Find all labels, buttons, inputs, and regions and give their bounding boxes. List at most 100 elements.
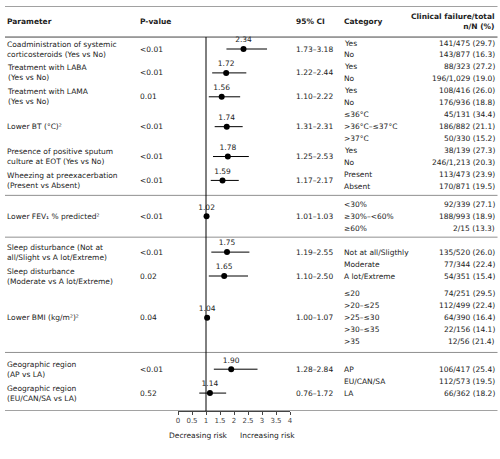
svg-text:Present: Present bbox=[344, 170, 372, 179]
svg-text:92/339 (27.1): 92/339 (27.1) bbox=[444, 200, 495, 209]
svg-text:1.14: 1.14 bbox=[202, 379, 219, 388]
svg-text:Treatment with LABA(Yes vs No): Treatment with LABA(Yes vs No) bbox=[7, 63, 87, 82]
svg-text:1.73–3.18: 1.73–3.18 bbox=[296, 45, 333, 54]
svg-text:1.75: 1.75 bbox=[219, 238, 236, 247]
svg-text:Moderate: Moderate bbox=[344, 260, 380, 269]
svg-text:3.5: 3.5 bbox=[270, 417, 281, 425]
svg-text:112/499 (22.4): 112/499 (22.4) bbox=[439, 301, 495, 310]
svg-text:1.74: 1.74 bbox=[218, 113, 235, 122]
svg-text:170/871 (19.5): 170/871 (19.5) bbox=[439, 182, 495, 191]
svg-text:Geographic region(EU/CAN/SA vs: Geographic region(EU/CAN/SA vs LA) bbox=[7, 384, 77, 403]
svg-text:<0.01: <0.01 bbox=[140, 176, 163, 185]
svg-text:>36°C–≤37°C: >36°C–≤37°C bbox=[344, 122, 397, 131]
svg-text:Absent: Absent bbox=[344, 182, 370, 191]
svg-text:1.59: 1.59 bbox=[214, 167, 231, 176]
svg-text:≥30%–<60%: ≥30%–<60% bbox=[344, 212, 394, 221]
svg-text:1.5: 1.5 bbox=[214, 417, 225, 425]
svg-text:66/362 (18.2): 66/362 (18.2) bbox=[444, 389, 495, 398]
svg-text:Decreasing risk: Decreasing risk bbox=[169, 431, 228, 440]
svg-text:1.22–2.44: 1.22–2.44 bbox=[296, 68, 333, 77]
svg-text:No: No bbox=[344, 158, 355, 167]
svg-text:1: 1 bbox=[204, 417, 208, 425]
svg-text:No: No bbox=[344, 74, 355, 83]
svg-text:12/56 (21.4): 12/56 (21.4) bbox=[448, 337, 495, 346]
svg-text:246/1,213 (20.3): 246/1,213 (20.3) bbox=[432, 158, 495, 167]
svg-text:2: 2 bbox=[232, 417, 236, 425]
svg-text:1.02: 1.02 bbox=[198, 203, 215, 212]
svg-text:Clinical failure/totaln/N (%): Clinical failure/totaln/N (%) bbox=[411, 12, 495, 31]
svg-text:1.56: 1.56 bbox=[213, 83, 230, 92]
svg-text:74/251 (29.5): 74/251 (29.5) bbox=[444, 289, 495, 298]
svg-text:<0.01: <0.01 bbox=[140, 68, 163, 77]
svg-text:54/351 (15.4): 54/351 (15.4) bbox=[444, 272, 495, 281]
svg-text:Lower BT (°C)²: Lower BT (°C)² bbox=[7, 122, 62, 131]
svg-text:<0.01: <0.01 bbox=[140, 212, 163, 221]
svg-text:Yes: Yes bbox=[344, 39, 357, 48]
svg-text:Wheezing at preexacerbation(Pr: Wheezing at preexacerbation(Present vs A… bbox=[7, 171, 118, 190]
svg-text:95% CI: 95% CI bbox=[296, 17, 325, 26]
svg-text:AP: AP bbox=[344, 365, 354, 374]
svg-text:0.52: 0.52 bbox=[140, 389, 157, 398]
svg-text:186/882 (21.1): 186/882 (21.1) bbox=[439, 122, 495, 131]
svg-text:Coadministration of systemicco: Coadministration of systemiccorticostero… bbox=[7, 40, 117, 59]
svg-text:>25–≤30: >25–≤30 bbox=[344, 313, 380, 322]
svg-text:1.72: 1.72 bbox=[218, 59, 235, 68]
svg-text:1.04: 1.04 bbox=[199, 304, 216, 313]
svg-text:1.78: 1.78 bbox=[219, 143, 236, 152]
svg-text:1.10–2.50: 1.10–2.50 bbox=[296, 272, 333, 281]
svg-text:Parameter: Parameter bbox=[7, 17, 52, 26]
svg-text:188/993 (18.9): 188/993 (18.9) bbox=[439, 212, 495, 221]
svg-text:2/15 (13.3): 2/15 (13.3) bbox=[453, 224, 495, 233]
svg-text:1.25–2.53: 1.25–2.53 bbox=[296, 152, 333, 161]
svg-text:P-value: P-value bbox=[140, 17, 171, 26]
svg-text:1.28–2.84: 1.28–2.84 bbox=[296, 365, 333, 374]
svg-text:113/473 (23.9): 113/473 (23.9) bbox=[439, 170, 495, 179]
svg-text:EU/CAN/SA: EU/CAN/SA bbox=[344, 377, 386, 386]
svg-text:1.10–2.22: 1.10–2.22 bbox=[296, 92, 333, 101]
svg-text:≤20: ≤20 bbox=[344, 289, 360, 298]
svg-text:38/139 (27.3): 38/139 (27.3) bbox=[444, 146, 495, 155]
svg-text:Sleep disturbance (Not atall/S: Sleep disturbance (Not atall/Slight vs A… bbox=[7, 243, 107, 262]
svg-text:Yes: Yes bbox=[344, 86, 357, 95]
svg-text:>37°C: >37°C bbox=[344, 134, 369, 143]
svg-text:45/131 (34.4): 45/131 (34.4) bbox=[444, 110, 495, 119]
svg-text:<0.01: <0.01 bbox=[140, 45, 163, 54]
svg-text:≥60%: ≥60% bbox=[344, 224, 367, 233]
svg-text:0.76–1.72: 0.76–1.72 bbox=[296, 389, 333, 398]
svg-text:Lower BMI (kg/m²)²: Lower BMI (kg/m²)² bbox=[7, 313, 79, 322]
svg-text:88/323 (27.2): 88/323 (27.2) bbox=[444, 62, 495, 71]
svg-text:<0.01: <0.01 bbox=[140, 122, 163, 131]
svg-text:1.31–2.31: 1.31–2.31 bbox=[296, 122, 333, 131]
svg-text:141/475 (29.7): 141/475 (29.7) bbox=[439, 39, 495, 48]
svg-text:22/156 (14.1): 22/156 (14.1) bbox=[444, 325, 495, 334]
svg-text:0.5: 0.5 bbox=[186, 417, 197, 425]
svg-text:Category: Category bbox=[344, 17, 382, 26]
svg-text:3: 3 bbox=[260, 417, 264, 425]
svg-text:≤36°C: ≤36°C bbox=[344, 110, 369, 119]
svg-text:Treatment with LAMA(Yes vs No): Treatment with LAMA(Yes vs No) bbox=[7, 87, 89, 106]
svg-text:0.02: 0.02 bbox=[140, 272, 157, 281]
svg-text:1.90: 1.90 bbox=[223, 356, 240, 365]
svg-text:108/416 (26.0): 108/416 (26.0) bbox=[439, 86, 495, 95]
svg-text:1.17–2.17: 1.17–2.17 bbox=[296, 176, 333, 185]
svg-text:Not at all/Sligthly: Not at all/Sligthly bbox=[344, 248, 409, 257]
svg-text:<0.01: <0.01 bbox=[140, 365, 163, 374]
svg-text:No: No bbox=[344, 98, 355, 107]
svg-text:2.5: 2.5 bbox=[242, 417, 253, 425]
svg-text:196/1,029 (19.0): 196/1,029 (19.0) bbox=[432, 74, 495, 83]
svg-text:143/877 (16.3): 143/877 (16.3) bbox=[439, 50, 495, 59]
svg-text:64/390 (16.4): 64/390 (16.4) bbox=[444, 313, 495, 322]
svg-text:Lower FEV₁ % predicted²: Lower FEV₁ % predicted² bbox=[7, 212, 100, 221]
svg-text:1.01–1.03: 1.01–1.03 bbox=[296, 212, 333, 221]
svg-text:Yes: Yes bbox=[344, 146, 357, 155]
svg-text:<30%: <30% bbox=[344, 200, 367, 209]
svg-text:>35: >35 bbox=[344, 337, 360, 346]
svg-text:0.04: 0.04 bbox=[140, 313, 157, 322]
svg-text:1.00–1.07: 1.00–1.07 bbox=[296, 313, 333, 322]
svg-text:0.01: 0.01 bbox=[140, 92, 157, 101]
svg-text:0: 0 bbox=[176, 417, 180, 425]
svg-text:50/330 (15.2): 50/330 (15.2) bbox=[444, 134, 495, 143]
svg-text:1.19–2.55: 1.19–2.55 bbox=[296, 248, 333, 257]
svg-text:Sleep disturbance(Moderate vs: Sleep disturbance(Moderate vs A lot/Extr… bbox=[7, 267, 113, 286]
svg-text:2.34: 2.34 bbox=[235, 35, 252, 44]
